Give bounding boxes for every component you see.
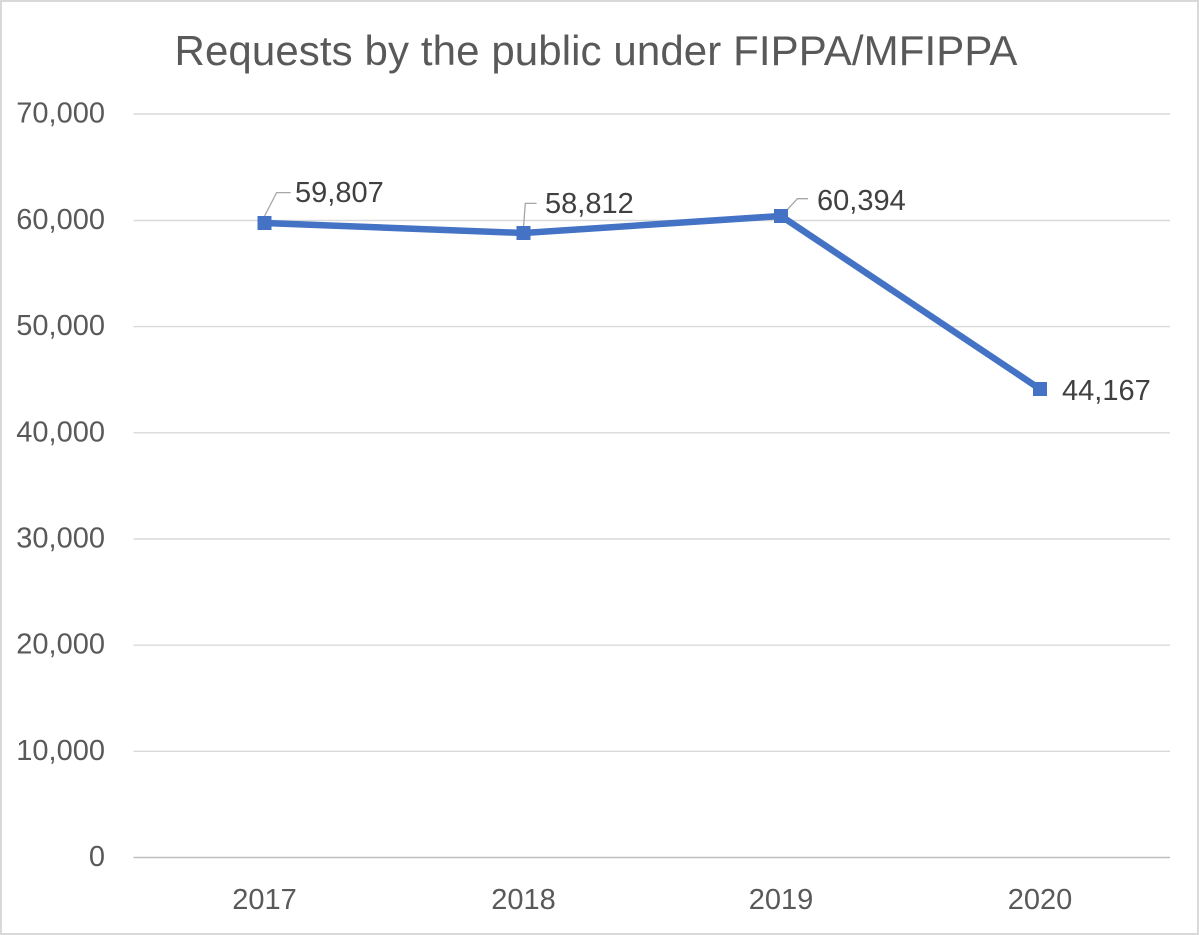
svg-text:Requests by the public under F: Requests by the public under FIPPA/MFIPP… — [175, 27, 1018, 74]
svg-text:20,000: 20,000 — [16, 629, 105, 661]
svg-text:44,167: 44,167 — [1062, 375, 1151, 407]
svg-text:10,000: 10,000 — [16, 735, 105, 767]
svg-text:2017: 2017 — [232, 884, 297, 916]
svg-text:70,000: 70,000 — [16, 98, 105, 130]
svg-text:40,000: 40,000 — [16, 416, 105, 448]
svg-text:2020: 2020 — [1008, 884, 1073, 916]
svg-text:60,000: 60,000 — [16, 204, 105, 236]
svg-text:0: 0 — [89, 841, 105, 873]
svg-text:30,000: 30,000 — [16, 523, 105, 555]
svg-text:2019: 2019 — [749, 884, 814, 916]
svg-text:60,394: 60,394 — [817, 185, 906, 217]
svg-text:2018: 2018 — [491, 884, 556, 916]
svg-text:59,807: 59,807 — [295, 177, 384, 209]
svg-text:50,000: 50,000 — [16, 310, 105, 342]
svg-text:58,812: 58,812 — [545, 188, 634, 220]
